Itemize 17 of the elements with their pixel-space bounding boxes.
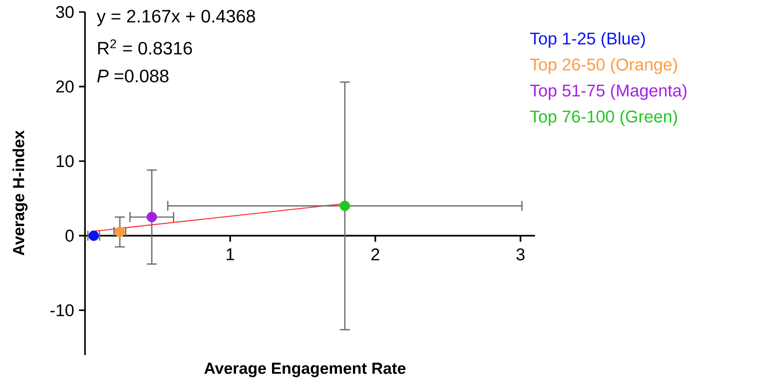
y-tick-label: 0 xyxy=(66,230,74,242)
text: Top 76-100 (Green) xyxy=(530,110,677,126)
annotation: R$^{2}$ = 0.8316 xyxy=(98,39,192,55)
y-tick-label: 30 xyxy=(56,6,74,18)
annotation: P =0.088 xyxy=(97,70,168,82)
text: Top 26-50 (Orange) xyxy=(530,58,677,74)
y-tick-label: 10 xyxy=(56,155,74,168)
x-tick-label: 2 xyxy=(371,248,380,260)
y-axis-title: Average H-index xyxy=(12,130,28,256)
text: Top 1-25 (Blue) xyxy=(530,32,645,48)
x-tick-label: 1 xyxy=(226,248,234,260)
y-tick-label: -10 xyxy=(50,304,74,316)
x-axis-title: Average Engagement Rate xyxy=(204,362,406,378)
y-tick-label: 20 xyxy=(56,80,74,93)
annotation: y = 2.167x + 0.4368 xyxy=(96,10,256,26)
x-tick-label: 3 xyxy=(516,248,524,260)
text: Top 51-75 (Magenta) xyxy=(530,84,686,100)
